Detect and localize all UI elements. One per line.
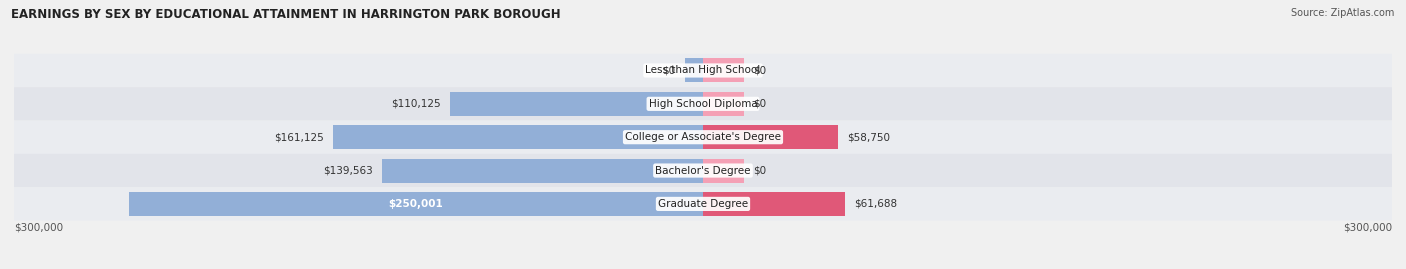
Bar bbox=[703, 92, 744, 116]
Text: $0: $0 bbox=[754, 99, 766, 109]
Bar bbox=[129, 192, 703, 216]
Text: $300,000: $300,000 bbox=[14, 222, 63, 232]
Text: $250,001: $250,001 bbox=[388, 199, 443, 209]
Bar bbox=[703, 58, 744, 83]
Text: $139,563: $139,563 bbox=[323, 165, 374, 176]
Text: $0: $0 bbox=[754, 165, 766, 176]
Text: College or Associate's Degree: College or Associate's Degree bbox=[626, 132, 780, 142]
Text: $161,125: $161,125 bbox=[274, 132, 323, 142]
FancyBboxPatch shape bbox=[14, 87, 1392, 121]
Text: Less than High School: Less than High School bbox=[645, 65, 761, 76]
FancyBboxPatch shape bbox=[14, 187, 1392, 221]
FancyBboxPatch shape bbox=[14, 54, 1392, 87]
Text: Graduate Degree: Graduate Degree bbox=[658, 199, 748, 209]
Text: $58,750: $58,750 bbox=[846, 132, 890, 142]
Text: $0: $0 bbox=[662, 65, 675, 76]
Text: EARNINGS BY SEX BY EDUCATIONAL ATTAINMENT IN HARRINGTON PARK BOROUGH: EARNINGS BY SEX BY EDUCATIONAL ATTAINMEN… bbox=[11, 8, 561, 21]
Bar bbox=[703, 192, 845, 216]
Text: $300,000: $300,000 bbox=[1343, 222, 1392, 232]
Bar bbox=[450, 92, 703, 116]
Text: Bachelor's Degree: Bachelor's Degree bbox=[655, 165, 751, 176]
FancyBboxPatch shape bbox=[14, 154, 1392, 187]
Bar bbox=[685, 58, 703, 83]
Bar bbox=[333, 125, 703, 149]
Bar bbox=[382, 158, 703, 183]
Bar bbox=[703, 158, 744, 183]
FancyBboxPatch shape bbox=[14, 121, 1392, 154]
Bar bbox=[703, 125, 838, 149]
Text: $110,125: $110,125 bbox=[391, 99, 441, 109]
Text: $61,688: $61,688 bbox=[853, 199, 897, 209]
Text: $0: $0 bbox=[754, 65, 766, 76]
Text: Source: ZipAtlas.com: Source: ZipAtlas.com bbox=[1291, 8, 1395, 18]
Text: High School Diploma: High School Diploma bbox=[648, 99, 758, 109]
